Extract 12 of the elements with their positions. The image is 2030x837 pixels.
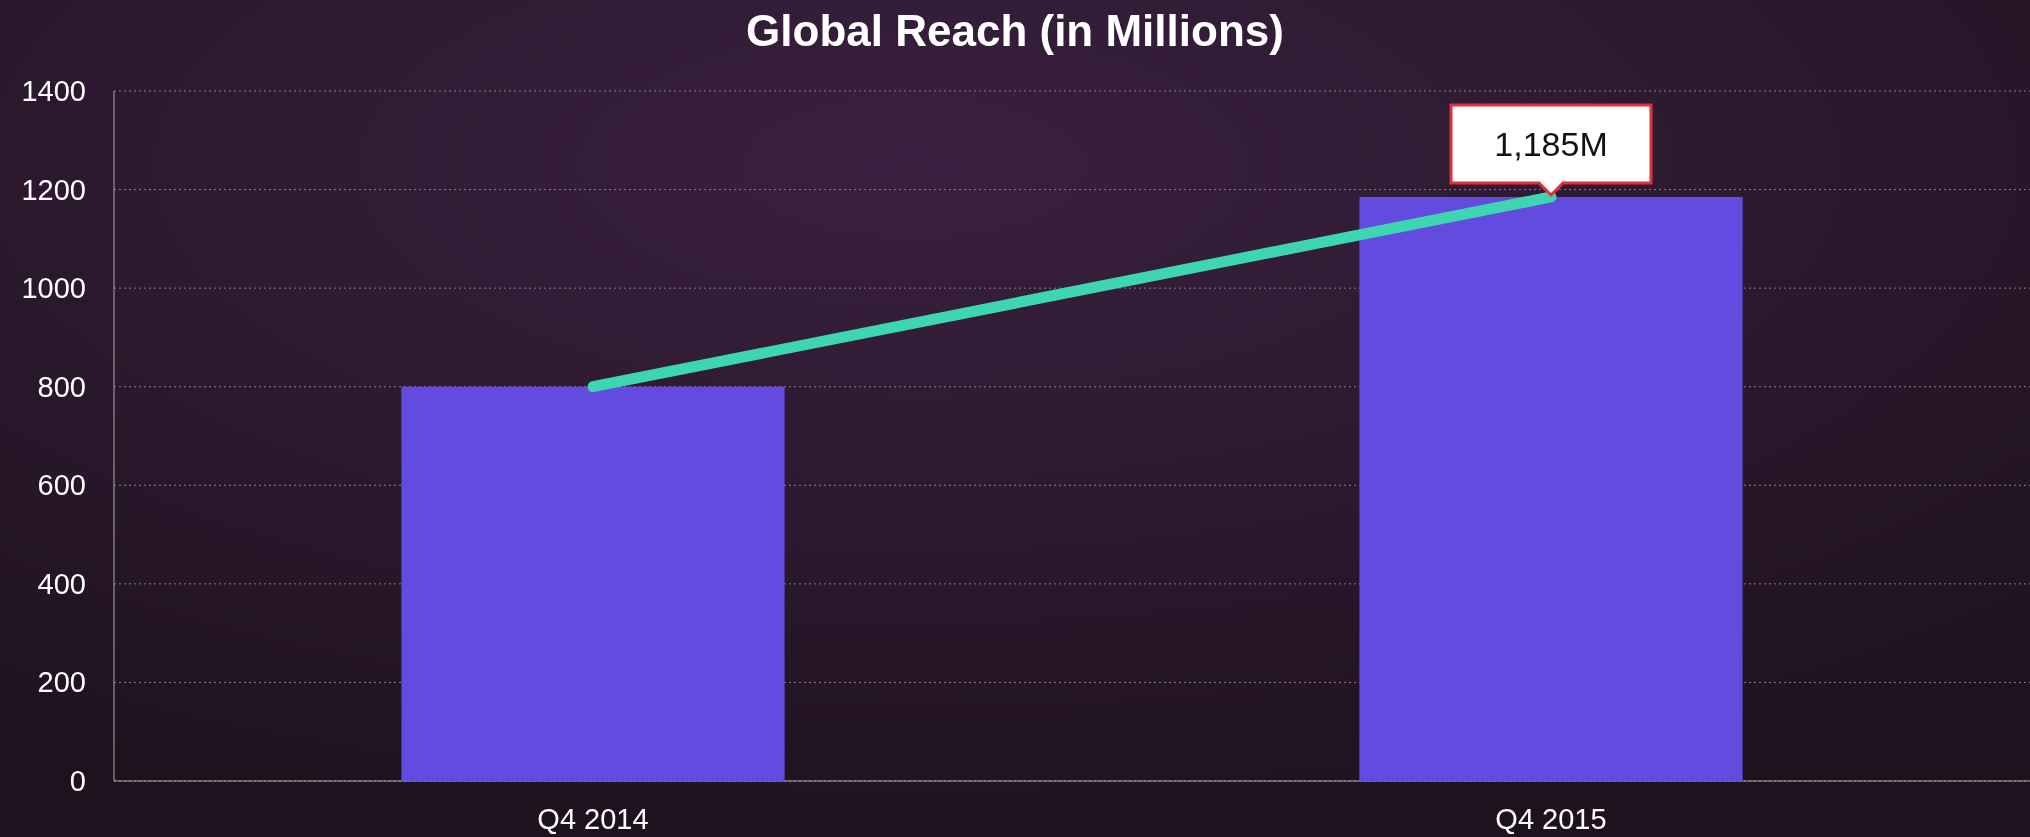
x-tick-label: Q4 2015 [1495, 803, 1607, 835]
y-tick-label: 1400 [21, 75, 86, 107]
y-tick-label: 600 [37, 469, 86, 502]
y-tick-label: 1200 [21, 173, 86, 206]
y-tick-label: 800 [37, 370, 86, 403]
x-tick-label: Q4 2014 [537, 803, 649, 835]
y-tick-label: 0 [69, 765, 86, 797]
chart-title: Global Reach (in Millions) [746, 6, 1284, 55]
annotation: 1,185M [1494, 124, 1608, 163]
y-tick-label: 1000 [21, 272, 86, 305]
y-tick-label: 400 [37, 567, 86, 600]
y-tick-label: 200 [37, 666, 86, 699]
